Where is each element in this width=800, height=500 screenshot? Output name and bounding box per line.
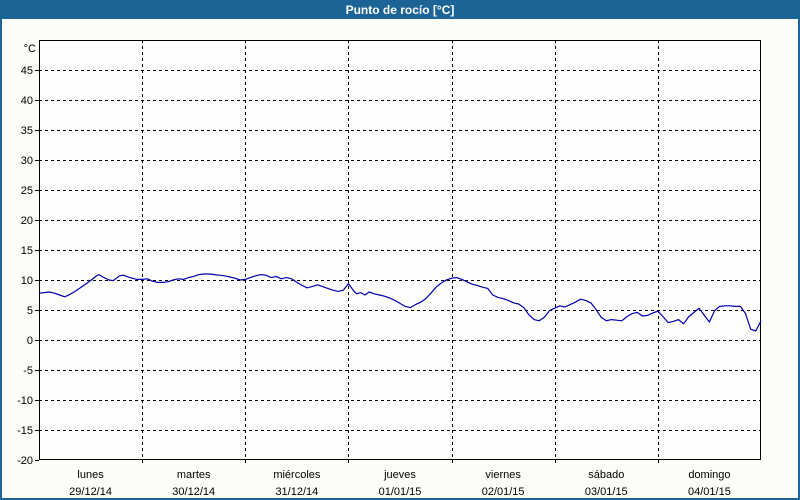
chart-area: 45 40 35 30 25 20 15 10 5 0 -5 -10 -15 -20 °C lunes 29/1… xyxy=(2,19,798,496)
x-date-label: 31/12/14 xyxy=(275,486,318,496)
x-day-label: lunes xyxy=(77,469,104,481)
y-tick-label: 40 xyxy=(21,95,33,107)
y-tick-label: 5 xyxy=(27,305,33,317)
x-date-label: 29/12/14 xyxy=(69,486,112,496)
dewpoint-line xyxy=(38,273,762,332)
x-date-label: 04/01/15 xyxy=(688,486,731,496)
title-bar: Punto de rocío [°C] xyxy=(2,2,798,19)
y-tick-label: 0 xyxy=(27,335,33,347)
x-day-label: jueves xyxy=(383,469,416,481)
y-tick-label: -15 xyxy=(17,425,33,437)
y-tick-label: -20 xyxy=(17,455,33,467)
x-date-label: 01/01/15 xyxy=(379,486,422,496)
y-tick-label: -10 xyxy=(17,395,33,407)
y-tick-label: 25 xyxy=(21,185,33,197)
y-tick-label: 45 xyxy=(21,65,33,77)
x-day-label: domingo xyxy=(688,469,730,481)
chart-title: Punto de rocío [°C] xyxy=(345,3,455,17)
y-tick-label: 35 xyxy=(21,125,33,137)
x-date-label: 30/12/14 xyxy=(172,486,215,496)
y-axis-unit: °C xyxy=(24,43,36,55)
x-day-label: martes xyxy=(177,469,211,481)
y-tick-label: -5 xyxy=(23,365,33,377)
plot-border xyxy=(39,40,761,460)
y-tick-label: 15 xyxy=(21,245,33,257)
x-day-label: sábado xyxy=(588,469,624,481)
x-date-label: 03/01/15 xyxy=(585,486,628,496)
x-day-label: viernes xyxy=(485,469,521,481)
y-tick-label: 10 xyxy=(21,275,33,287)
dewpoint-chart: 45 40 35 30 25 20 15 10 5 0 -5 -10 -15 -20 °C lunes 29/1… xyxy=(17,40,762,496)
x-date-label: 02/01/15 xyxy=(482,486,525,496)
x-day-label: miércoles xyxy=(273,469,321,481)
y-tick-label: 30 xyxy=(21,155,33,167)
y-tick-label: 20 xyxy=(21,215,33,227)
